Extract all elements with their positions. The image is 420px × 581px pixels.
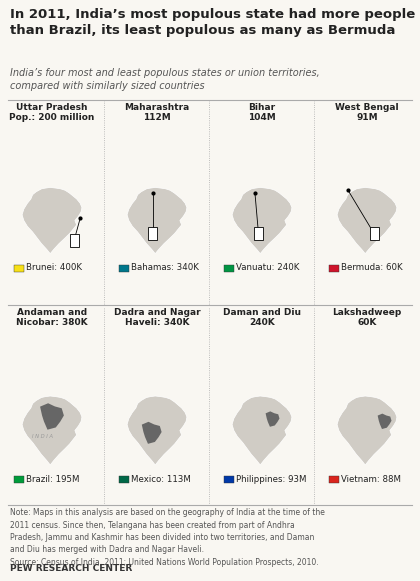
Text: In 2011, India’s most populous state had more people
than Brazil, its least popu: In 2011, India’s most populous state had… [10, 8, 415, 37]
Text: Philippines: 93M: Philippines: 93M [236, 475, 307, 484]
Text: Uttar Pradesh
Pop.: 200 million: Uttar Pradesh Pop.: 200 million [9, 103, 94, 123]
Polygon shape [40, 403, 64, 430]
Text: Lakshadweep
60K: Lakshadweep 60K [332, 308, 402, 328]
Bar [224, 264, 234, 271]
Polygon shape [337, 396, 397, 465]
Bar [329, 264, 339, 271]
Polygon shape [337, 188, 397, 254]
Bar [119, 476, 129, 483]
Text: Brunei: 400K: Brunei: 400K [26, 264, 82, 272]
Polygon shape [127, 188, 187, 254]
Text: Note: Maps in this analysis are based on the geography of India at the time of t: Note: Maps in this analysis are based on… [10, 508, 325, 567]
Text: Andaman and
Nicobar: 380K: Andaman and Nicobar: 380K [16, 308, 88, 328]
Bar [370, 227, 378, 240]
Text: Bahamas: 340K: Bahamas: 340K [131, 264, 199, 272]
Polygon shape [127, 396, 187, 465]
Bar [254, 227, 263, 240]
Bar [14, 476, 24, 483]
Text: I N D I A: I N D I A [32, 435, 52, 439]
Polygon shape [232, 188, 292, 254]
Polygon shape [232, 396, 292, 465]
Bar [329, 476, 339, 483]
Text: Brazil: 195M: Brazil: 195M [26, 475, 79, 484]
Text: West Bengal
91M: West Bengal 91M [335, 103, 399, 123]
Text: Dadra and Nagar
Haveli: 340K: Dadra and Nagar Haveli: 340K [114, 308, 200, 328]
Text: India’s four most and least populous states or union territories,
compared with : India’s four most and least populous sta… [10, 68, 320, 91]
Polygon shape [22, 188, 82, 254]
Text: Bermuda: 60K: Bermuda: 60K [341, 264, 403, 272]
Text: Mexico: 113M: Mexico: 113M [131, 475, 191, 484]
Bar [148, 227, 157, 240]
Polygon shape [22, 396, 82, 465]
Bar [119, 264, 129, 271]
Text: Vanuatu: 240K: Vanuatu: 240K [236, 264, 299, 272]
Bar [69, 234, 79, 247]
Polygon shape [378, 414, 391, 429]
Text: PEW RESEARCH CENTER: PEW RESEARCH CENTER [10, 564, 132, 573]
Text: Maharashtra
112M: Maharashtra 112M [124, 103, 189, 123]
Text: Daman and Diu
240K: Daman and Diu 240K [223, 308, 301, 328]
Polygon shape [142, 422, 162, 444]
Bar [14, 264, 24, 271]
Text: Vietnam: 88M: Vietnam: 88M [341, 475, 401, 484]
Polygon shape [265, 411, 279, 427]
Text: Bihar
104M: Bihar 104M [248, 103, 276, 123]
Bar [224, 476, 234, 483]
